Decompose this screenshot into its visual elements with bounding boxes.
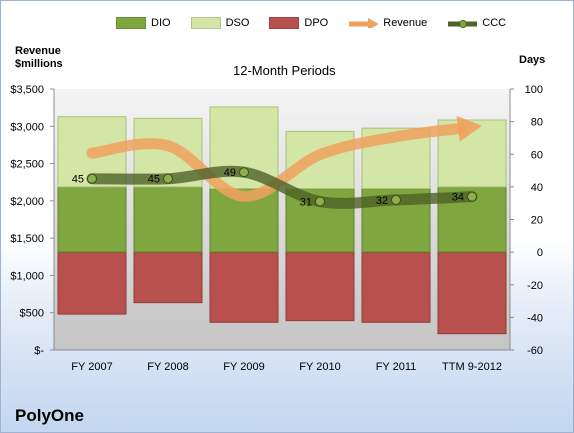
bar-dpo (209, 251, 279, 323)
right-tick-label: 0 (537, 247, 543, 259)
ccc-point (87, 173, 97, 184)
right-tick-label: 80 (531, 117, 543, 129)
ccc-data-label: 34 (452, 192, 464, 204)
left-tick-label: $500 (20, 308, 44, 320)
legend-swatch-dio (116, 17, 146, 29)
legend-swatch-dpo (269, 17, 300, 29)
x-tick-label: FY 2009 (223, 361, 264, 373)
right-tick-label: -40 (527, 312, 543, 324)
ccc-point (391, 194, 401, 205)
ccc-point (163, 173, 173, 184)
ccc-point (315, 196, 325, 207)
legend-label-dio: DIO (151, 17, 171, 29)
x-tick-label: FY 2011 (376, 361, 417, 373)
left-axis-label: Revenue $millions (15, 45, 63, 71)
bar-dpo (57, 251, 127, 315)
legend-item-dpo: DPO (269, 17, 328, 29)
left-tick-label: $2,500 (10, 159, 44, 171)
legend-arrow-icon (349, 18, 379, 28)
legend-label-dso: DSO (225, 17, 250, 29)
chart-title: 12-Month Periods (233, 63, 336, 78)
ccc-data-label: 31 (300, 197, 312, 209)
left-axis-label-line2: $millions (15, 58, 63, 70)
x-tick-label: FY 2008 (147, 361, 188, 373)
right-tick-label: 40 (531, 182, 543, 194)
legend: DIO DSO DPO Revenue CCC (116, 17, 506, 29)
left-tick-label: $3,000 (10, 121, 44, 133)
ccc-data-label: 49 (224, 167, 236, 179)
legend-item-dso: DSO (190, 17, 250, 29)
right-tick-label: -60 (527, 345, 543, 357)
right-tick-label: 60 (531, 149, 543, 161)
ccc-line (86, 165, 478, 209)
left-tick-label: $3,500 (10, 84, 44, 96)
ccc-data-label: 45 (72, 174, 84, 186)
legend-label-revenue: Revenue (383, 17, 428, 29)
legend-label-ccc: CCC (482, 17, 507, 29)
left-axis-label-line1: Revenue (15, 45, 61, 57)
left-tick-label: $- (34, 345, 44, 357)
legend-item-ccc: CCC (447, 17, 506, 29)
ccc-data-label: 32 (376, 195, 388, 207)
legend-item-revenue: Revenue (348, 17, 427, 29)
legend-line-marker-icon (448, 20, 478, 28)
left-tick-label: $1,000 (10, 270, 44, 282)
ccc-data-label: 45 (148, 174, 160, 186)
right-tick-label: 20 (531, 215, 543, 227)
right-tick-label: -20 (527, 280, 543, 292)
x-tick-label: FY 2010 (299, 361, 340, 373)
right-tick-label: 100 (525, 84, 543, 96)
bar-dpo (285, 251, 355, 322)
left-tick-label: $1,500 (10, 233, 44, 245)
bar-dio (133, 186, 203, 253)
ccc-point (239, 167, 249, 178)
left-tick-label: $2,000 (10, 196, 44, 208)
bar-dpo (133, 251, 203, 304)
bar-dio (57, 186, 127, 253)
company-name: PolyOne (15, 406, 84, 425)
bar-dpo (437, 251, 507, 335)
legend-item-dio: DIO (116, 17, 171, 29)
x-tick-label: TTM 9-2012 (442, 361, 502, 373)
legend-label-dpo: DPO (304, 17, 329, 29)
revenue-arrowhead (456, 115, 482, 142)
x-tick-label: FY 2007 (71, 361, 112, 373)
bar-dpo (361, 251, 431, 323)
legend-swatch-dso (190, 17, 221, 29)
right-axis-label: Days (519, 54, 546, 66)
ccc-point (467, 191, 477, 202)
